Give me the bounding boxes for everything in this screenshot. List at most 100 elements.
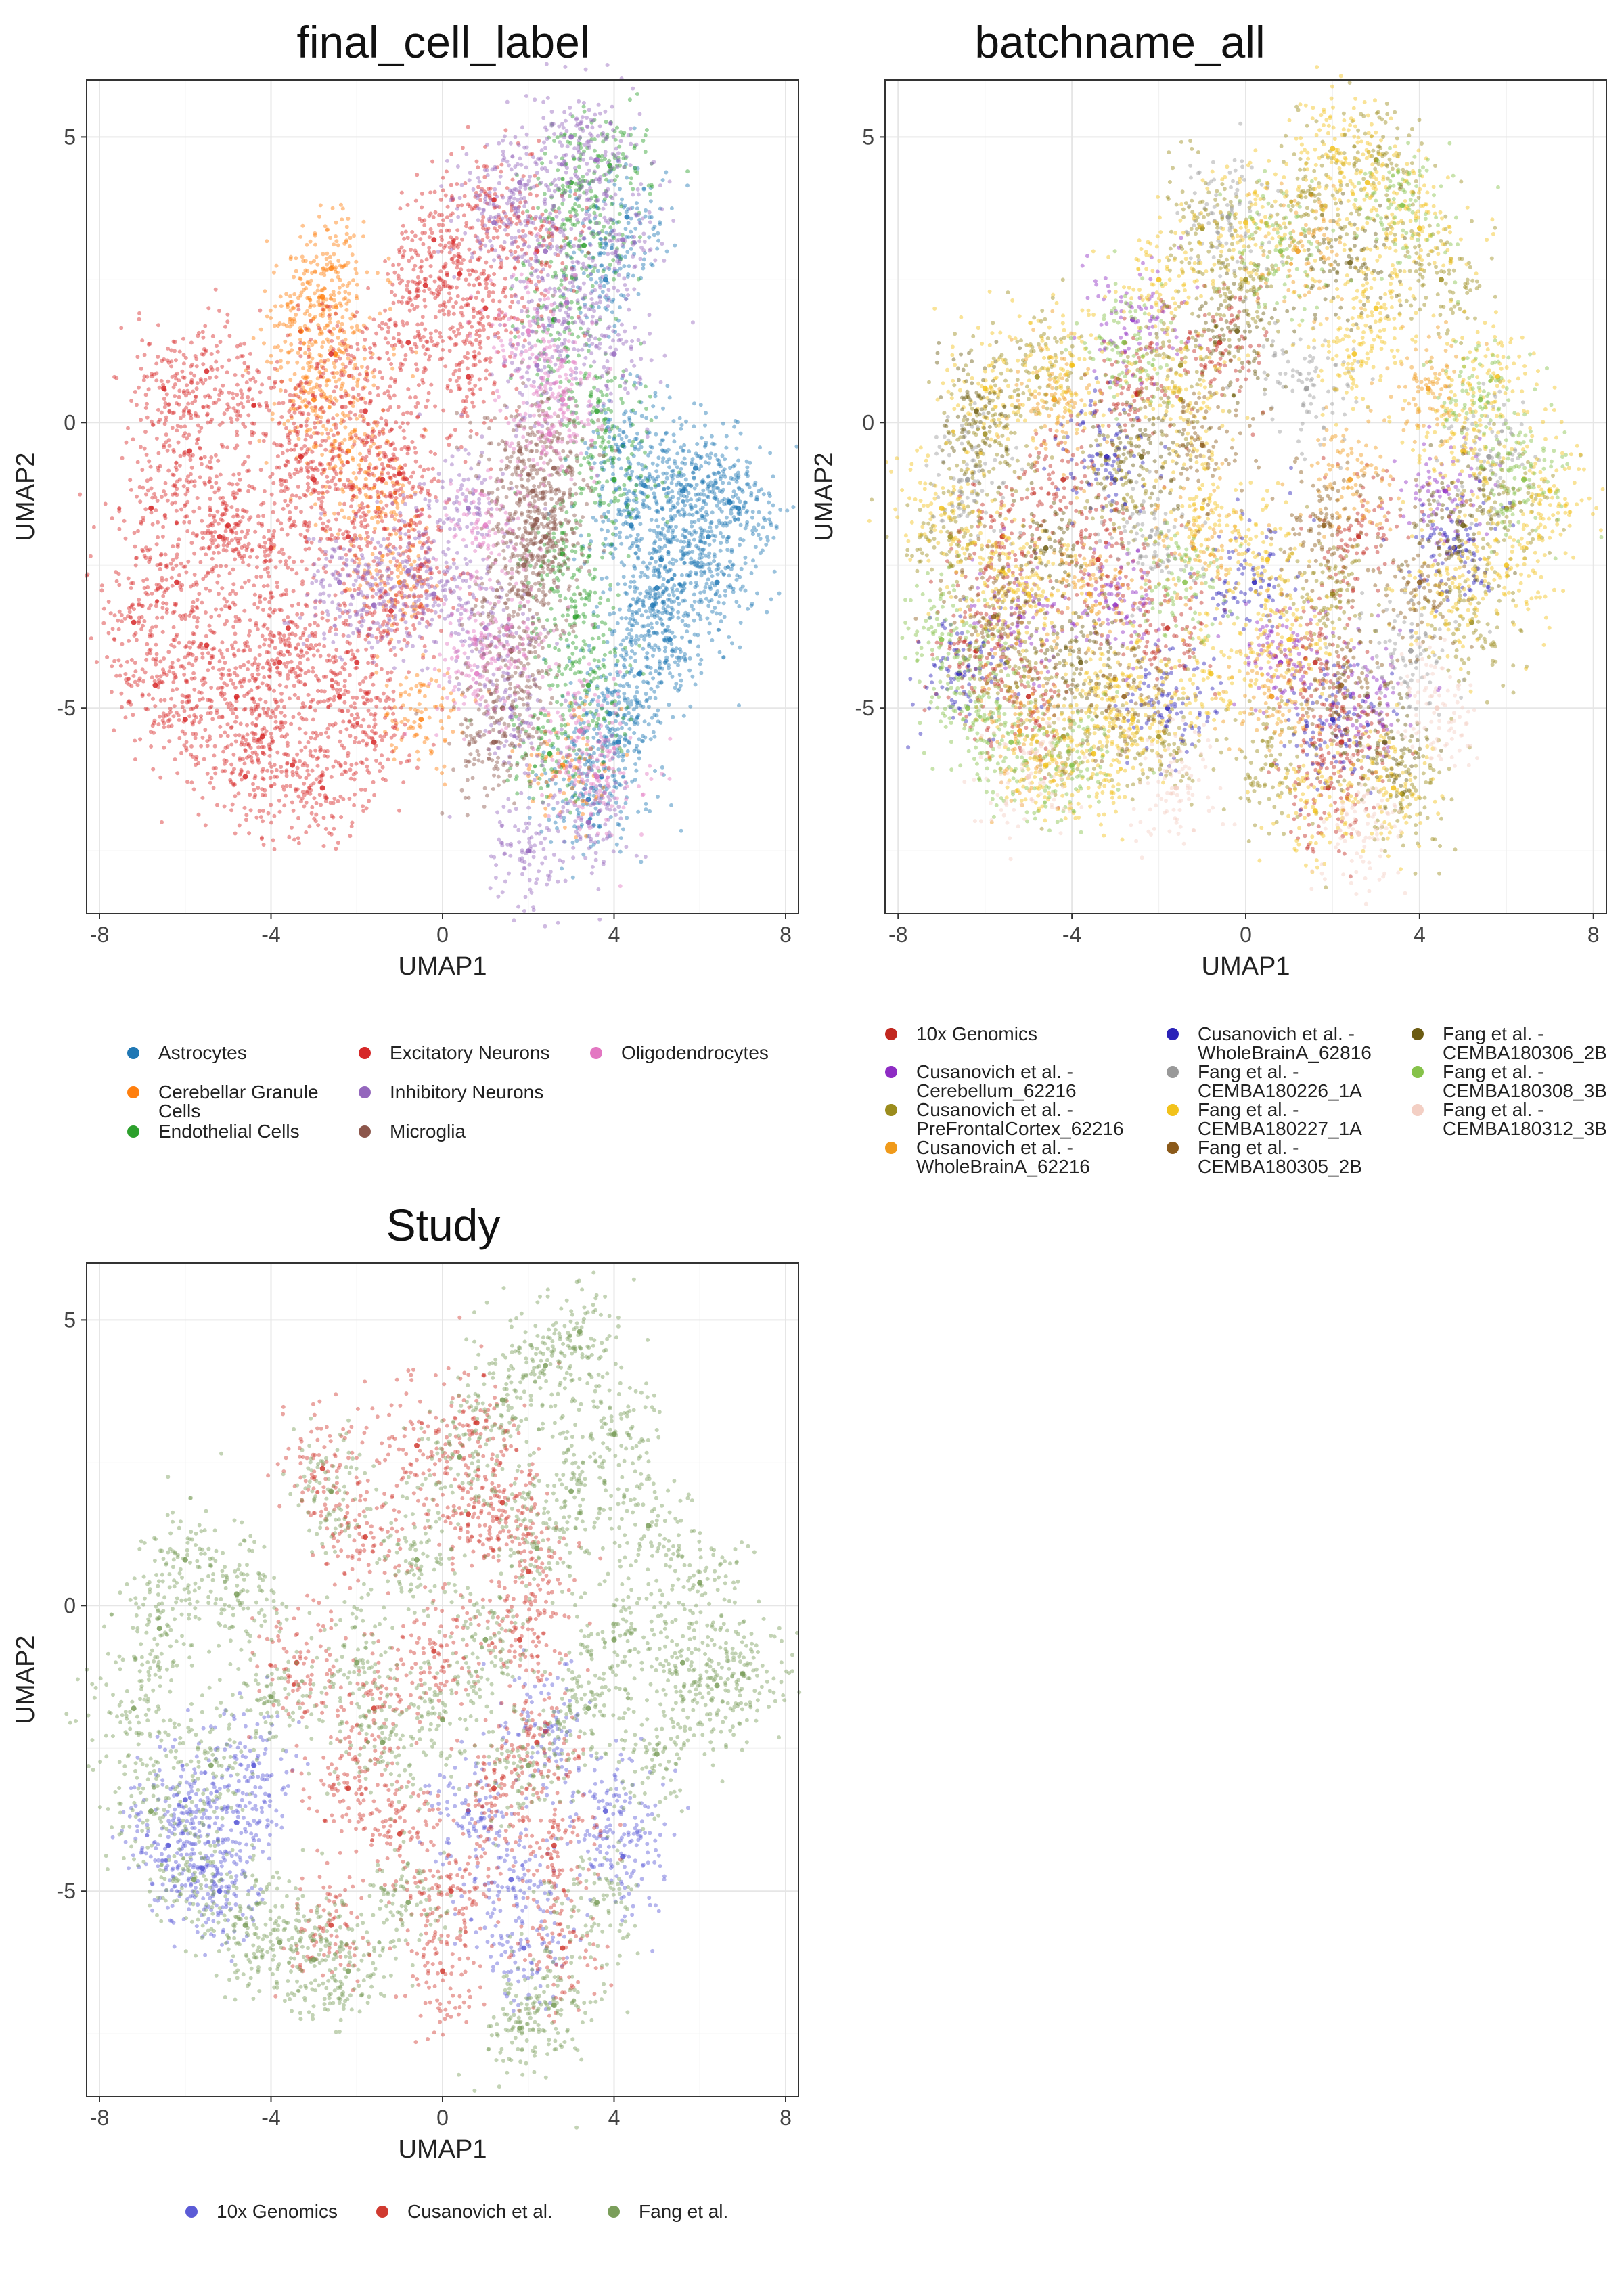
- data-point: [667, 629, 672, 633]
- data-point: [694, 483, 699, 487]
- data-point: [718, 531, 723, 535]
- data-point: [714, 611, 719, 616]
- data-point: [681, 713, 686, 718]
- data-point: [635, 533, 640, 537]
- data-point: [584, 692, 589, 697]
- data-point: [660, 623, 665, 627]
- data-point: [587, 753, 591, 757]
- data-point: [705, 512, 710, 517]
- data-point: [695, 560, 700, 565]
- data-point: [697, 467, 701, 472]
- data-point: [646, 705, 651, 709]
- data-point: [610, 542, 614, 547]
- data-point: [727, 499, 733, 506]
- data-point: [701, 480, 706, 485]
- data-point: [604, 736, 609, 740]
- data-point: [568, 659, 572, 663]
- data-point: [644, 801, 648, 806]
- data-point: [635, 715, 639, 720]
- data-point: [541, 750, 546, 755]
- data-point: [566, 753, 571, 757]
- data-point: [706, 461, 711, 466]
- data-point: [681, 499, 685, 504]
- data-point: [672, 439, 677, 444]
- data-point: [730, 563, 735, 568]
- data-point: [608, 834, 612, 839]
- data-point: [633, 659, 637, 663]
- data-point: [631, 527, 635, 531]
- data-point: [706, 482, 710, 487]
- data-point: [661, 577, 666, 581]
- data-point: [657, 648, 662, 652]
- data-point: [703, 460, 708, 465]
- data-point: [605, 744, 610, 749]
- data-point: [657, 531, 662, 535]
- data-point: [610, 774, 615, 778]
- data-point: [666, 447, 671, 452]
- data-point: [708, 520, 713, 525]
- data-point: [700, 528, 704, 532]
- data-point: [621, 754, 625, 759]
- data-point: [651, 631, 656, 636]
- data-point: [703, 541, 708, 545]
- data-point: [669, 518, 673, 523]
- data-point: [621, 575, 626, 579]
- data-point: [690, 524, 694, 529]
- data-point: [614, 533, 618, 537]
- data-point: [717, 521, 722, 526]
- data-point: [669, 803, 673, 807]
- data-point: [698, 508, 703, 512]
- data-point: [654, 501, 659, 506]
- data-point: [613, 546, 618, 551]
- data-point: [647, 506, 652, 510]
- data-point: [651, 547, 656, 552]
- data-point: [685, 495, 689, 499]
- data-point: [589, 753, 593, 758]
- data-point: [591, 735, 596, 740]
- data-point: [624, 707, 629, 711]
- data-point: [703, 443, 708, 447]
- data-point: [635, 586, 639, 591]
- data-point: [687, 449, 692, 454]
- data-point: [700, 551, 705, 556]
- data-point: [682, 582, 687, 587]
- data-point: [729, 550, 734, 554]
- data-point: [748, 460, 752, 465]
- data-point: [585, 774, 589, 778]
- data-point: [650, 602, 656, 608]
- data-point: [702, 528, 707, 533]
- data-point: [699, 569, 704, 574]
- data-point: [663, 564, 668, 568]
- data-point: [633, 641, 638, 646]
- data-point: [711, 483, 716, 488]
- data-point: [654, 476, 658, 481]
- data-point: [645, 680, 650, 684]
- data-point: [655, 463, 660, 468]
- data-point: [624, 652, 629, 657]
- data-point: [579, 756, 584, 761]
- data-point: [633, 698, 638, 702]
- data-point: [625, 795, 629, 800]
- data-point: [700, 505, 705, 510]
- data-point: [635, 515, 639, 520]
- data-point: [597, 723, 601, 728]
- data-point: [761, 525, 765, 530]
- data-point: [721, 469, 725, 474]
- data-point: [648, 671, 653, 676]
- data-point: [602, 734, 607, 739]
- data-point: [660, 610, 665, 615]
- data-point: [687, 550, 692, 555]
- data-point: [616, 754, 621, 759]
- data-point: [724, 434, 729, 439]
- data-point: [721, 535, 725, 539]
- data-point: [696, 518, 701, 522]
- data-point: [658, 556, 664, 562]
- data-point: [547, 818, 551, 822]
- data-point: [616, 700, 621, 705]
- data-point: [625, 592, 629, 596]
- data-point: [698, 539, 703, 543]
- data-point: [712, 538, 717, 543]
- data-point: [628, 512, 633, 516]
- data-point: [652, 713, 657, 717]
